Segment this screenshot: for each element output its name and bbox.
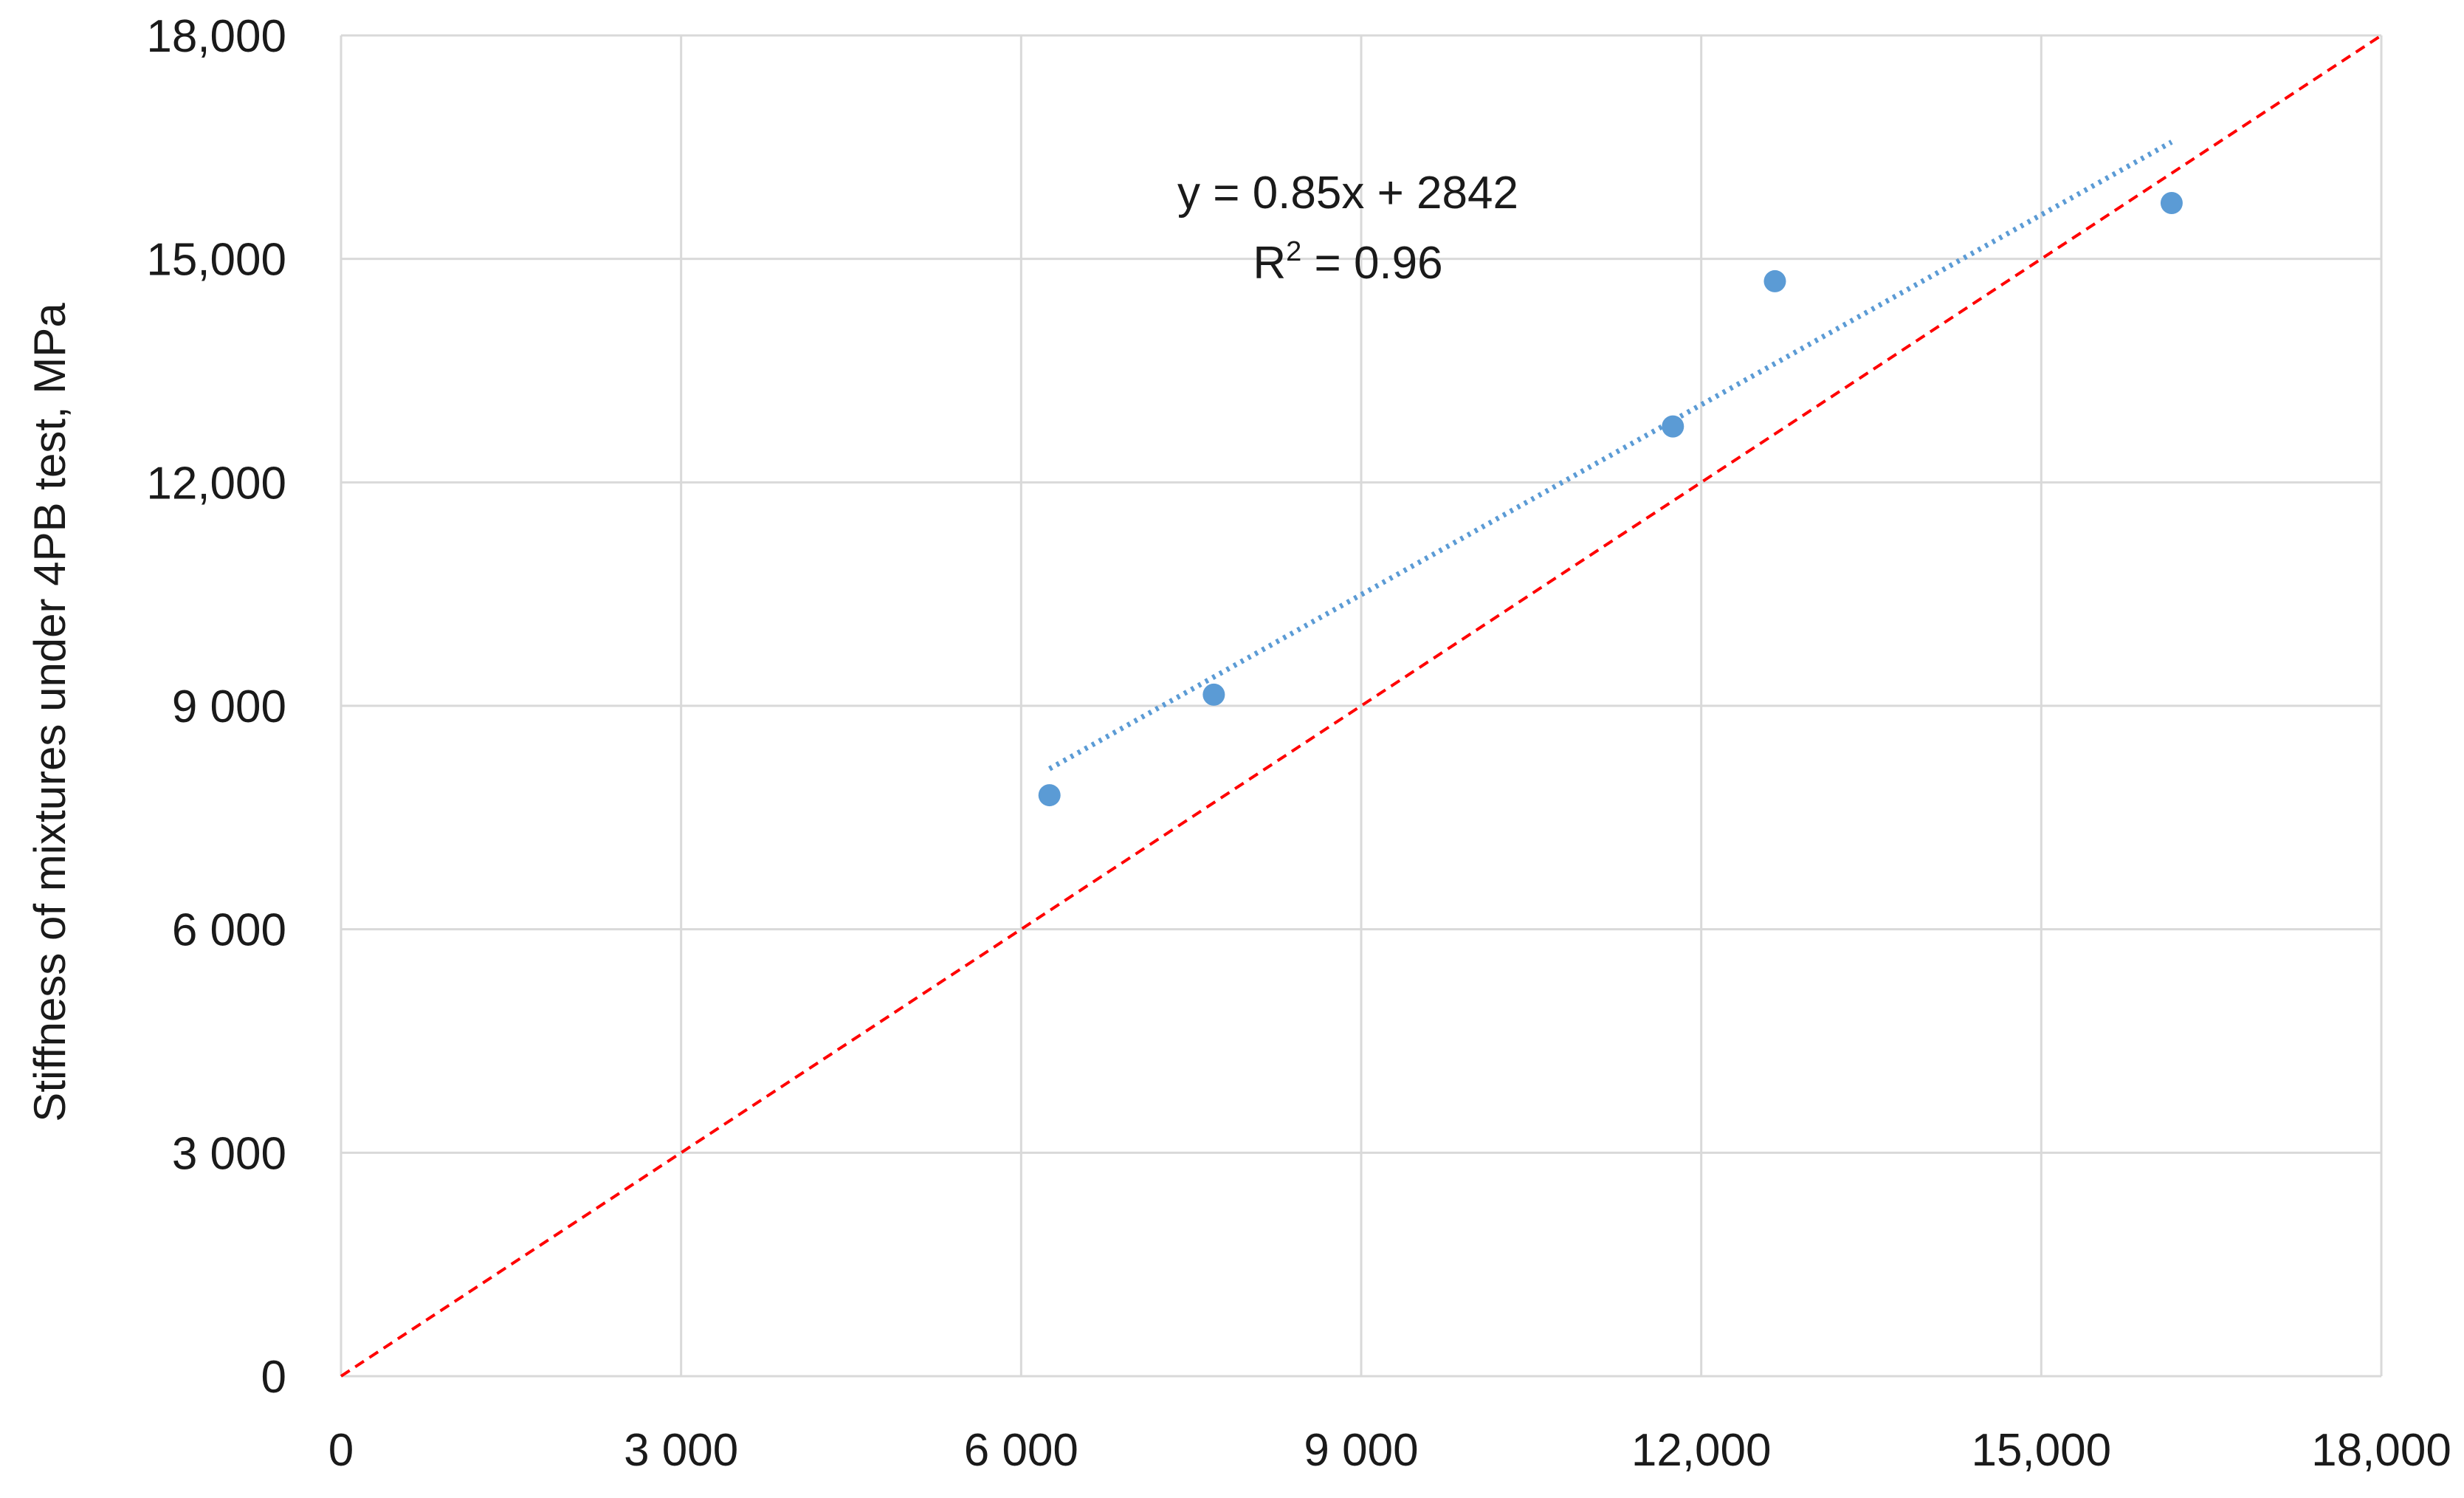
r-squared-value: = 0.96	[1301, 238, 1442, 289]
y-tick-label-2: 6 000	[172, 905, 286, 956]
r-squared-exponent: 2	[1286, 236, 1301, 267]
y-tick-label-3: 9 000	[172, 681, 286, 732]
trendline-annotation: y = 0.85x + 2842 R2 = 0.96	[1177, 168, 1518, 289]
y-axis-title: Stiffness of mixtures under 4PB test, MP…	[25, 303, 75, 1122]
data-points	[1038, 192, 2183, 807]
y-tick-label-6: 18,000	[146, 11, 286, 62]
x-tick-label-1: 3 000	[624, 1425, 738, 1476]
r-squared-label: R2 = 0.96	[1253, 236, 1442, 289]
data-point-3	[1763, 269, 1786, 292]
x-tick-label-4: 12,000	[1631, 1425, 1772, 1476]
trendline-layer	[1048, 140, 2173, 772]
trendline	[1048, 140, 2173, 772]
data-point-4	[2160, 192, 2183, 214]
x-tick-label-0: 0	[328, 1425, 354, 1476]
y-tick-label-1: 3 000	[172, 1128, 286, 1179]
x-tick-label-3: 9 000	[1304, 1425, 1418, 1476]
x-tick-label-6: 18,000	[2311, 1425, 2451, 1476]
r-squared-prefix: R	[1253, 238, 1286, 289]
data-point-2	[1662, 415, 1684, 438]
gridlines	[340, 34, 2383, 1378]
y-tick-label-4: 12,000	[146, 458, 286, 509]
x-tick-label-5: 15,000	[1972, 1425, 2112, 1476]
x-axis-tick-labels: 0 3 000 6 000 9 000 12,000 15,000 18,000	[328, 1425, 2451, 1476]
y-axis-tick-labels: 0 3 000 6 000 9 000 12,000 15,000 18,000	[146, 11, 286, 1403]
y-tick-label-5: 15,000	[146, 235, 286, 286]
data-point-1	[1202, 683, 1225, 706]
y-tick-label-0: 0	[261, 1352, 286, 1403]
trendline-equation: y = 0.85x + 2842	[1177, 168, 1518, 219]
data-point-0	[1038, 784, 1061, 807]
x-tick-label-2: 6 000	[964, 1425, 1078, 1476]
